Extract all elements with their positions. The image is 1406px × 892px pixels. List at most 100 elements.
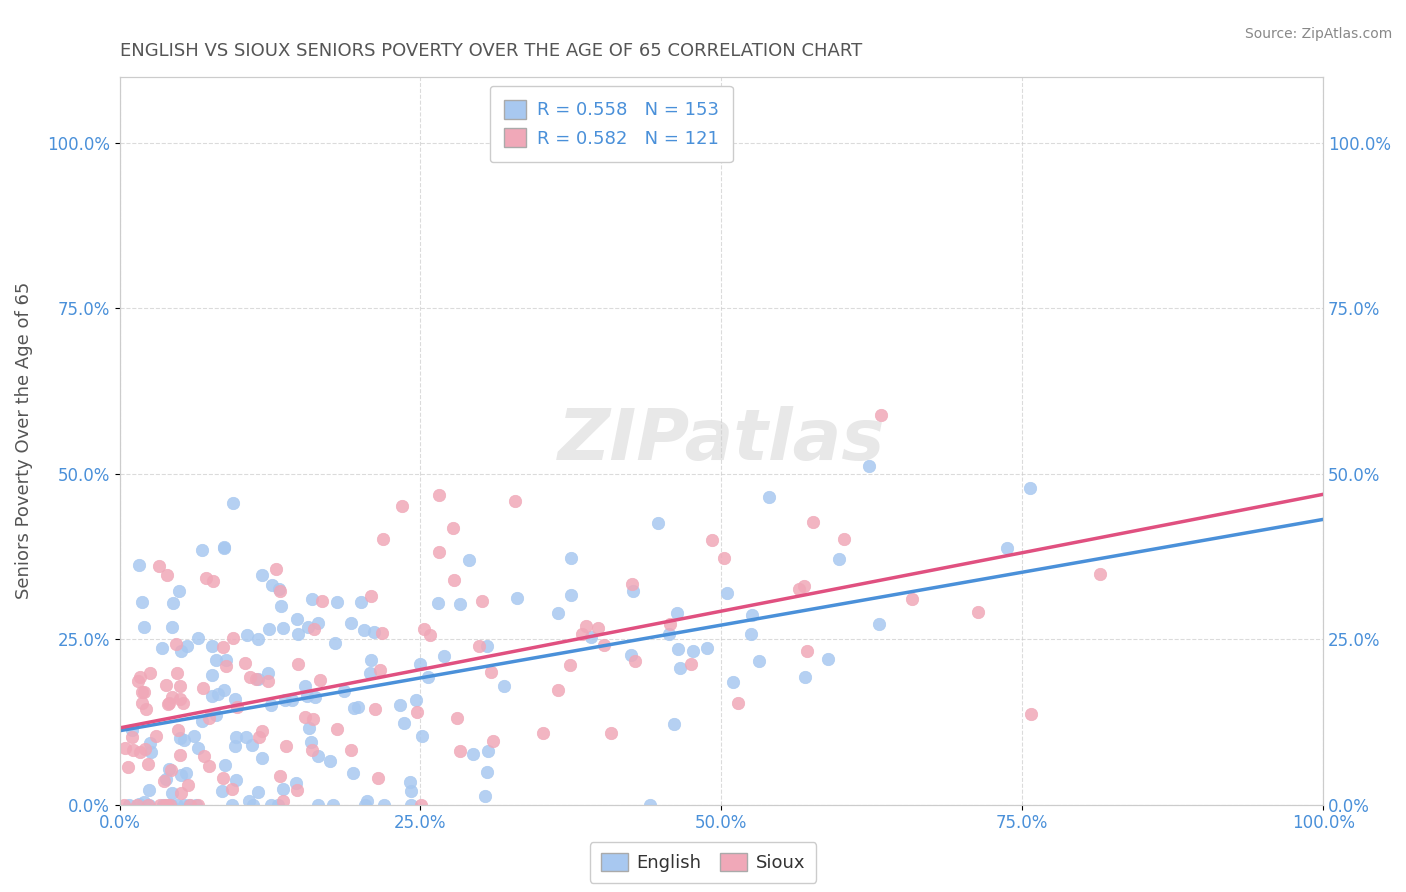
Point: [118, 797, 141, 812]
Point: [450, 744, 472, 758]
Point: [388, 698, 411, 712]
Point: [294, 680, 316, 694]
Point: [121, 723, 143, 738]
Point: [494, 679, 516, 693]
Point: [363, 624, 385, 639]
Point: [165, 637, 187, 651]
Point: [304, 690, 326, 704]
Point: [201, 667, 224, 681]
Point: [967, 605, 990, 619]
Point: [299, 734, 322, 748]
Point: [298, 722, 321, 736]
Point: [134, 741, 156, 756]
Point: [267, 797, 290, 812]
Point: [186, 797, 208, 812]
Point: [477, 765, 499, 780]
Point: [458, 552, 481, 566]
Point: [211, 640, 233, 654]
Point: [560, 588, 582, 602]
Point: [157, 697, 180, 711]
Point: [198, 711, 221, 725]
Point: [201, 690, 224, 704]
Point: [285, 612, 308, 626]
Point: [132, 685, 155, 699]
Point: [198, 759, 221, 773]
Point: [153, 797, 176, 812]
Point: [1019, 706, 1042, 721]
Point: [222, 631, 245, 645]
Point: [235, 730, 257, 744]
Point: [340, 615, 363, 630]
Point: [169, 692, 191, 706]
Point: [586, 621, 609, 635]
Point: [264, 562, 287, 576]
Point: [367, 771, 389, 785]
Point: [359, 666, 381, 681]
Point: [901, 591, 924, 606]
Point: [250, 568, 273, 582]
Point: [411, 729, 433, 743]
Point: [308, 673, 330, 687]
Point: [132, 620, 155, 634]
Point: [342, 766, 364, 780]
Point: [758, 490, 780, 504]
Point: [560, 658, 582, 673]
Point: [682, 643, 704, 657]
Point: [399, 775, 422, 789]
Point: [270, 599, 292, 614]
Point: [1018, 481, 1040, 495]
Point: [121, 743, 143, 757]
Point: [191, 543, 214, 558]
Point: [162, 596, 184, 610]
Point: [152, 797, 174, 812]
Point: [135, 702, 157, 716]
Point: [160, 763, 183, 777]
Point: [250, 723, 273, 738]
Point: [373, 797, 395, 812]
Point: [647, 516, 669, 531]
Point: [326, 595, 349, 609]
Point: [301, 592, 323, 607]
Point: [260, 698, 283, 712]
Text: Source: ZipAtlas.com: Source: ZipAtlas.com: [1244, 27, 1392, 41]
Point: [205, 653, 228, 667]
Point: [713, 551, 735, 566]
Point: [353, 623, 375, 637]
Point: [271, 794, 294, 808]
Point: [214, 540, 236, 554]
Point: [574, 618, 596, 632]
Point: [215, 653, 238, 667]
Point: [409, 657, 432, 671]
Point: [257, 622, 280, 636]
Point: [446, 711, 468, 725]
Point: [429, 544, 451, 558]
Point: [273, 693, 295, 707]
Point: [659, 617, 682, 632]
Point: [560, 550, 582, 565]
Point: [858, 459, 880, 474]
Point: [416, 670, 439, 684]
Y-axis label: Seniors Poverty Over the Age of 65: Seniors Poverty Over the Age of 65: [15, 282, 32, 599]
Point: [138, 783, 160, 797]
Point: [191, 714, 214, 728]
Point: [506, 591, 529, 606]
Point: [392, 716, 415, 731]
Point: [307, 797, 329, 812]
Point: [214, 758, 236, 772]
Point: [702, 533, 724, 548]
Point: [128, 797, 150, 811]
Point: [346, 699, 368, 714]
Point: [531, 726, 554, 740]
Point: [245, 673, 267, 687]
Point: [247, 730, 270, 744]
Point: [869, 408, 891, 422]
Point: [173, 732, 195, 747]
Point: [187, 741, 209, 756]
Point: [222, 496, 245, 510]
Point: [112, 797, 135, 812]
Point: [343, 700, 366, 714]
Point: [371, 626, 394, 640]
Point: [177, 797, 200, 812]
Point: [240, 738, 263, 752]
Point: [571, 627, 593, 641]
